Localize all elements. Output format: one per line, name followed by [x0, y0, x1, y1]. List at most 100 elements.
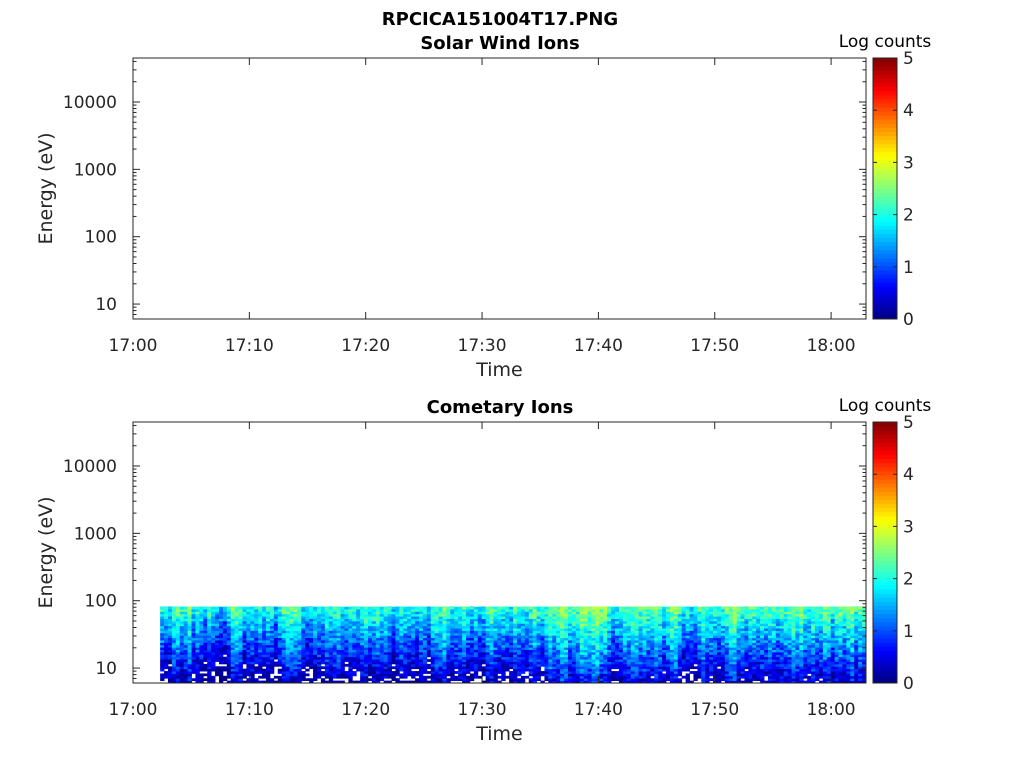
spectrogram-cell — [450, 623, 455, 627]
spectrogram-cell — [634, 651, 639, 655]
spectrogram-cell — [450, 640, 455, 643]
colorbar-segment — [873, 86, 897, 92]
spectrogram-cell — [203, 656, 208, 660]
spectrogram-cell — [650, 663, 655, 667]
spectrogram-cell — [489, 632, 494, 636]
spectrogram-cell — [681, 613, 687, 617]
spectrogram-cell — [411, 663, 416, 667]
spectrogram-cell — [532, 654, 537, 658]
spectrogram-cell — [375, 620, 381, 624]
spectrogram-cell — [238, 623, 243, 627]
spectrogram-cell — [246, 642, 251, 646]
spectrogram-cell — [207, 618, 212, 622]
spectrogram-cell — [266, 611, 271, 615]
spectrogram-cell — [258, 637, 263, 641]
spectrogram-cell — [179, 611, 185, 615]
spectrogram-cell — [360, 635, 365, 639]
spectrogram-cell — [167, 659, 173, 662]
spectrogram-cell — [579, 644, 585, 648]
spectrogram-cell — [630, 606, 636, 608]
spectrogram-cell — [544, 606, 549, 610]
spectrogram-cell — [673, 611, 679, 615]
spectrogram-cell — [458, 635, 463, 639]
spectrogram-cell — [689, 628, 694, 631]
spectrogram-cell — [591, 616, 596, 619]
spectrogram-cell — [615, 609, 620, 612]
spectrogram-cell — [626, 606, 632, 608]
spectrogram-cell — [607, 618, 612, 622]
spectrogram-cell — [273, 606, 279, 608]
spectrogram-cell — [591, 671, 596, 674]
spectrogram-cell — [748, 656, 753, 660]
spectrogram-cell — [611, 675, 616, 679]
spectrogram-cell — [532, 661, 537, 665]
spectrogram-cell — [317, 620, 322, 624]
spectrogram-cell — [230, 640, 236, 643]
spectrogram-cell — [238, 609, 243, 612]
spectrogram-cell — [246, 637, 251, 641]
spectrogram-cell — [179, 649, 185, 653]
spectrogram-cell — [622, 618, 628, 622]
spectrogram-cell — [430, 606, 436, 608]
spectrogram-cell — [446, 606, 451, 610]
spectrogram-cell — [571, 649, 577, 653]
spectrogram-cell — [744, 628, 749, 631]
spectrogram-cell — [556, 673, 561, 677]
spectrogram-cell — [716, 654, 722, 658]
spectrogram-cell — [677, 630, 683, 634]
spectrogram-cell — [273, 611, 279, 615]
spectrogram-cell — [273, 628, 279, 631]
spectrogram-cell — [379, 611, 385, 615]
spectrogram-cell — [544, 651, 549, 655]
spectrogram-cell — [567, 654, 573, 658]
spectrogram-cell — [705, 649, 710, 653]
spectrogram-cell — [191, 640, 196, 643]
spectrogram-cell — [367, 635, 373, 639]
spectrogram-cell — [222, 620, 228, 624]
spectrogram-cell — [556, 663, 561, 667]
spectrogram-cell — [348, 632, 353, 636]
spectrogram-cell — [211, 623, 216, 627]
spectrogram-cell — [469, 678, 475, 682]
spectrogram-cell — [422, 606, 428, 608]
spectrogram-cell — [297, 630, 302, 634]
spectrogram-cell — [677, 613, 683, 617]
spectrogram-cell — [709, 618, 714, 622]
spectrogram-cell — [473, 637, 479, 641]
spectrogram-cell — [164, 663, 169, 667]
spectrogram-cell — [305, 616, 310, 619]
spectrogram-cell — [693, 661, 698, 665]
spectrogram-cell — [505, 609, 510, 612]
spectrogram-cell — [567, 651, 573, 655]
spectrogram-cell — [203, 647, 208, 650]
spectrogram-cell — [705, 644, 710, 648]
spectrogram-cell — [603, 666, 608, 670]
spectrogram-cell — [536, 613, 541, 617]
spectrogram-cell — [399, 663, 404, 667]
spectrogram-cell — [685, 640, 690, 643]
spectrogram-cell — [207, 651, 212, 655]
spectrogram-cell — [564, 671, 569, 674]
spectrogram-cell — [709, 644, 714, 648]
spectrogram-cell — [579, 654, 585, 658]
spectrogram-cell — [454, 613, 459, 617]
spectrogram-cell — [579, 680, 585, 684]
spectrogram-cell — [277, 611, 283, 615]
spectrogram-cell — [250, 635, 255, 639]
spectrogram-cell — [473, 632, 479, 636]
spectrogram-cell — [415, 661, 420, 665]
spectrogram-cell — [442, 647, 447, 650]
spectrogram-cell — [681, 675, 687, 679]
spectrogram-cell — [246, 651, 251, 655]
spectrogram-cell — [442, 663, 447, 667]
spectrogram-cell — [466, 668, 471, 672]
spectrogram-cell — [701, 673, 706, 677]
spectrogram-cell — [642, 675, 647, 679]
spectrogram-cell — [328, 628, 334, 631]
spectrogram-cell — [422, 613, 428, 617]
spectrogram-cell — [564, 647, 569, 650]
spectrogram-cell — [171, 625, 177, 629]
spectrogram-cell — [462, 606, 467, 610]
spectrogram-cell — [285, 678, 290, 682]
spectrogram-cell — [489, 609, 494, 612]
